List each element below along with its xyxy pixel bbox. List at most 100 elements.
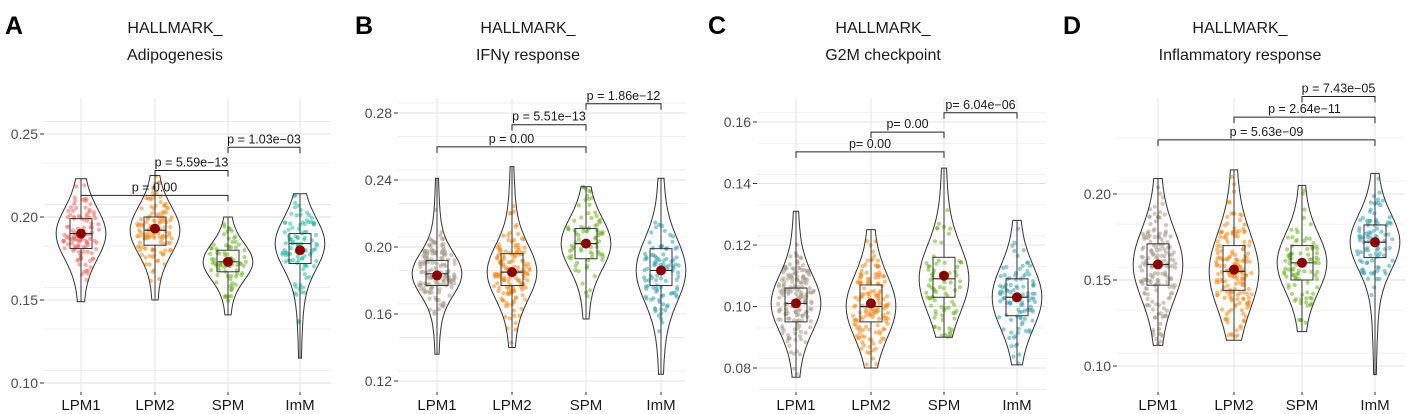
data-point xyxy=(168,225,173,230)
data-point xyxy=(513,296,519,301)
data-point xyxy=(1152,227,1157,232)
data-point xyxy=(233,245,239,250)
panel-title-line-2: Inflammatory response xyxy=(1159,47,1322,64)
data-point xyxy=(233,239,238,244)
data-point xyxy=(417,283,422,288)
data-point xyxy=(948,226,953,231)
mean-marker xyxy=(939,270,949,281)
data-point xyxy=(294,292,299,297)
box-iqr xyxy=(859,284,883,323)
data-point xyxy=(512,313,517,318)
data-point xyxy=(1170,283,1175,288)
data-point xyxy=(1357,226,1362,231)
data-point xyxy=(798,329,804,334)
data-point xyxy=(1214,262,1219,267)
data-point xyxy=(1010,243,1015,248)
data-point xyxy=(527,268,532,273)
data-point xyxy=(1375,246,1380,251)
violin-outline xyxy=(411,177,463,355)
data-point xyxy=(143,246,148,251)
data-point xyxy=(1145,230,1150,235)
data-point xyxy=(83,205,88,210)
significance-bracket: p = 2.64e−11 xyxy=(1233,102,1376,124)
data-point xyxy=(449,252,454,257)
data-point xyxy=(1291,272,1296,277)
y-tick-label: 0.24 xyxy=(365,172,392,188)
data-point xyxy=(873,346,878,351)
data-point xyxy=(1286,253,1291,258)
panel-title-line-2: Adipogenesis xyxy=(127,47,223,64)
data-point xyxy=(1000,290,1005,295)
data-point xyxy=(1367,230,1372,235)
data-point xyxy=(576,237,581,242)
violin-outline xyxy=(55,178,107,303)
data-point xyxy=(664,304,670,309)
data-point xyxy=(1220,279,1225,284)
box-iqr xyxy=(143,216,167,246)
data-point xyxy=(440,262,445,267)
data-point xyxy=(525,272,530,277)
data-point xyxy=(924,290,929,295)
data-point xyxy=(157,220,162,226)
data-point xyxy=(1161,300,1166,305)
data-point xyxy=(75,258,80,263)
violin-group-spm xyxy=(202,216,254,316)
data-point xyxy=(590,251,595,256)
data-point xyxy=(1241,296,1246,302)
data-point xyxy=(652,263,657,268)
data-point xyxy=(158,216,163,221)
data-point xyxy=(794,277,800,282)
data-point xyxy=(1289,227,1294,232)
data-point xyxy=(1390,258,1395,263)
data-point xyxy=(857,330,863,335)
data-point xyxy=(70,241,75,246)
data-point xyxy=(1020,263,1025,268)
data-point xyxy=(932,324,938,329)
data-point xyxy=(1148,272,1153,277)
data-point xyxy=(1241,290,1246,295)
data-point xyxy=(152,219,157,224)
data-point xyxy=(597,220,603,225)
data-point xyxy=(313,247,318,252)
data-point xyxy=(525,278,530,283)
data-point xyxy=(793,271,798,276)
data-point xyxy=(776,317,781,322)
data-point xyxy=(955,264,960,270)
data-point xyxy=(862,286,867,291)
data-point xyxy=(1377,190,1382,195)
data-point xyxy=(443,252,448,257)
data-point xyxy=(1021,248,1026,253)
data-point xyxy=(1171,258,1176,263)
data-point xyxy=(1285,247,1290,252)
data-point xyxy=(223,293,228,298)
y-tick-label: 0.20 xyxy=(11,209,38,225)
data-point xyxy=(1225,317,1230,322)
data-point xyxy=(1168,234,1173,239)
data-point xyxy=(497,285,502,290)
data-point xyxy=(427,296,432,301)
data-point xyxy=(144,220,149,225)
data-point xyxy=(1163,231,1168,236)
box-iqr xyxy=(216,249,240,273)
data-point xyxy=(242,255,247,260)
y-tick-label: 0.12 xyxy=(724,237,751,253)
data-point xyxy=(1215,247,1220,252)
data-point xyxy=(1309,296,1315,301)
data-point xyxy=(1235,293,1240,298)
data-point xyxy=(68,205,74,210)
data-point xyxy=(158,250,164,255)
data-point xyxy=(88,265,93,270)
data-point xyxy=(1156,280,1161,286)
p-value-label: p = 7.43e−05 xyxy=(1302,81,1376,95)
data-point xyxy=(135,223,140,228)
data-point xyxy=(1144,303,1149,308)
significance-bracket: p = 5.51e−13 xyxy=(511,110,587,131)
data-point xyxy=(958,279,963,284)
data-point xyxy=(787,262,792,267)
data-point xyxy=(874,330,879,335)
data-point xyxy=(508,260,513,265)
panel-title-line-1: HALLMARK_ xyxy=(127,20,223,37)
data-point xyxy=(522,245,527,250)
data-point xyxy=(441,304,446,309)
data-point xyxy=(302,237,307,242)
